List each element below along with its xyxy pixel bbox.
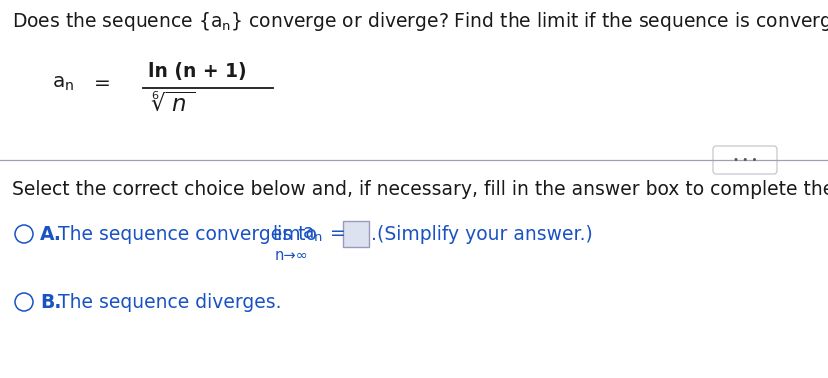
- Text: The sequence converges to: The sequence converges to: [58, 225, 316, 243]
- Text: Does the sequence {a$_\mathregular{n}$} converge or diverge? Find the limit if t: Does the sequence {a$_\mathregular{n}$} …: [12, 10, 828, 33]
- Text: ln (n + 1): ln (n + 1): [148, 62, 246, 81]
- Text: $\sqrt[6]{\,n\,}$: $\sqrt[6]{\,n\,}$: [151, 92, 195, 116]
- FancyBboxPatch shape: [712, 146, 776, 174]
- Text: The sequence diverges.: The sequence diverges.: [58, 293, 282, 311]
- Text: =: =: [330, 225, 345, 243]
- Text: n→∞: n→∞: [275, 248, 308, 263]
- Text: lim: lim: [272, 225, 301, 243]
- Circle shape: [15, 225, 33, 243]
- Text: Select the correct choice below and, if necessary, fill in the answer box to com: Select the correct choice below and, if …: [12, 180, 828, 199]
- Text: • • •: • • •: [732, 155, 756, 165]
- Circle shape: [15, 293, 33, 311]
- FancyBboxPatch shape: [343, 221, 368, 247]
- Text: a$_\mathregular{n}$: a$_\mathregular{n}$: [52, 74, 75, 93]
- Text: a$_\mathregular{n}$: a$_\mathregular{n}$: [301, 225, 323, 243]
- Text: A.: A.: [40, 225, 62, 243]
- Text: (Simplify your answer.): (Simplify your answer.): [377, 225, 592, 243]
- Text: .: .: [371, 225, 377, 243]
- Text: =: =: [94, 74, 111, 93]
- Text: B.: B.: [40, 293, 61, 311]
